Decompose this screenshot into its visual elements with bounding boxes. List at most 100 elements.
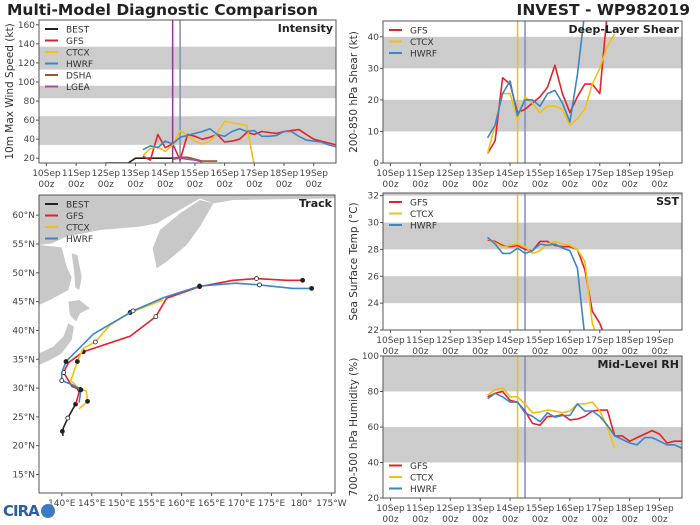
y-tick-label: 40°N (12, 326, 35, 336)
x-tick-label: 16Sep (556, 336, 585, 346)
x-tick-label: 13Sep (466, 169, 495, 179)
x-tick-sublabel: 00z (68, 180, 84, 190)
globe-icon (40, 504, 55, 518)
x-tick-sublabel: 00z (502, 515, 518, 525)
series-line-hwrf (60, 282, 312, 403)
legend-label: DSHA (66, 72, 92, 82)
y-tick-label: 20 (368, 494, 380, 504)
x-tick-sublabel: 00z (651, 347, 667, 357)
legend-label: GFS (66, 37, 84, 47)
x-tick-sublabel: 00z (246, 180, 262, 190)
legend-label: HWRF (410, 485, 437, 495)
x-tick-label: 140°E (48, 499, 76, 509)
legend-label: BEST (66, 26, 90, 36)
x-tick-label: 17Sep (586, 169, 615, 179)
y-tick-label: 20 (24, 154, 36, 164)
x-tick-label: 10Sep (376, 169, 405, 179)
x-tick-label: 18Sep (270, 169, 299, 179)
plot-area (383, 356, 682, 498)
x-tick-sublabel: 00z (622, 515, 638, 525)
legend-label: HWRF (66, 60, 93, 70)
legend-label: HWRF (410, 222, 437, 232)
shaded-band (383, 356, 682, 392)
x-tick-label: 19Sep (645, 504, 674, 514)
x-tick-label: 18Sep (615, 504, 644, 514)
x-tick-sublabel: 00z (412, 180, 428, 190)
x-tick-sublabel: 00z (306, 180, 322, 190)
x-tick-sublabel: 00z (442, 347, 458, 357)
track-point (78, 387, 84, 393)
legend-label: CTCX (410, 38, 434, 48)
x-tick-label: 13Sep (466, 504, 495, 514)
y-tick-label: 40 (368, 459, 380, 469)
x-tick-sublabel: 00z (622, 347, 638, 357)
x-tick-label: 15Sep (526, 336, 555, 346)
x-tick-label: 13Sep (121, 169, 150, 179)
legend-label: GFS (66, 212, 84, 222)
track-point (130, 308, 136, 314)
plot-area (39, 20, 336, 163)
panel-sst: 22242628303210Sep00z11Sep00z12Sep00z13Se… (348, 192, 683, 357)
legend-label: GFS (410, 199, 428, 209)
x-tick-sublabel: 00z (622, 180, 638, 190)
x-tick-label: 14Sep (151, 169, 180, 179)
y-tick-label: 0 (373, 159, 379, 169)
series-line-ctcx (70, 299, 164, 410)
x-tick-label: 10Sep (32, 169, 61, 179)
x-tick-sublabel: 00z (532, 515, 548, 525)
x-tick-label: 14Sep (496, 504, 525, 514)
legend-label: LGEA (66, 83, 91, 93)
y-tick-label: 15°N (12, 471, 35, 481)
x-tick-sublabel: 00z (127, 180, 143, 190)
series-line-ctcx (487, 237, 596, 330)
panel-track: 15°N 20°N 25°N 30°N 35°N 40°N 45°N 50°N 55°N 60°N… (12, 194, 347, 509)
x-tick-label: 17Sep (586, 504, 615, 514)
legend-label: CTCX (66, 224, 90, 234)
x-tick-label: 19Sep (645, 336, 674, 346)
x-tick-label: 11Sep (406, 504, 435, 514)
y-tick-label: 32 (368, 192, 379, 202)
y-tick-label: 40 (24, 135, 36, 145)
plot-area (383, 21, 682, 163)
track-point (85, 398, 90, 404)
shaded-band (383, 427, 682, 463)
x-tick-label: 11Sep (406, 336, 435, 346)
x-tick-label: 150°E (108, 499, 136, 509)
legend-label: HWRF (66, 235, 93, 245)
x-tick-label: 165°E (198, 499, 226, 509)
x-tick-label: 13Sep (466, 336, 495, 346)
track-point (300, 277, 306, 283)
x-tick-label: 17Sep (586, 336, 615, 346)
x-tick-sublabel: 00z (472, 347, 488, 357)
x-tick-sublabel: 00z (562, 180, 578, 190)
track-point (65, 415, 71, 421)
x-tick-label: 16Sep (556, 504, 585, 514)
x-tick-label: 12Sep (92, 169, 121, 179)
x-tick-sublabel: 00z (382, 515, 398, 525)
panel-title: Intensity (278, 22, 333, 35)
x-tick-sublabel: 00z (562, 515, 578, 525)
series-line-ctcx (486, 33, 616, 154)
x-tick-sublabel: 00z (532, 180, 548, 190)
x-tick-sublabel: 00z (442, 180, 458, 190)
x-tick-label: 10Sep (376, 336, 405, 346)
plot-frame (38, 19, 337, 164)
panel-title: SST (656, 195, 679, 208)
legend-label: CTCX (410, 210, 434, 220)
legend-label: CTCX (66, 49, 90, 59)
y-axis-label: 700-500 hPa Humidity (%) (348, 358, 360, 497)
plot-frame (38, 194, 336, 494)
y-tick-label: 120 (18, 59, 35, 69)
track-point (254, 276, 259, 281)
legend-label: CTCX (410, 474, 434, 484)
plot-frame (382, 20, 683, 164)
x-tick-label: 19Sep (300, 169, 329, 179)
series-line-gfs (486, 21, 608, 154)
shaded-band (383, 222, 682, 250)
series-line-ctcx (487, 387, 616, 449)
x-tick-label: 145°E (78, 499, 106, 509)
y-tick-label: 35°N (12, 355, 35, 365)
x-tick-sublabel: 00z (412, 347, 428, 357)
x-tick-sublabel: 00z (562, 347, 578, 357)
x-tick-label: 16Sep (210, 169, 239, 179)
